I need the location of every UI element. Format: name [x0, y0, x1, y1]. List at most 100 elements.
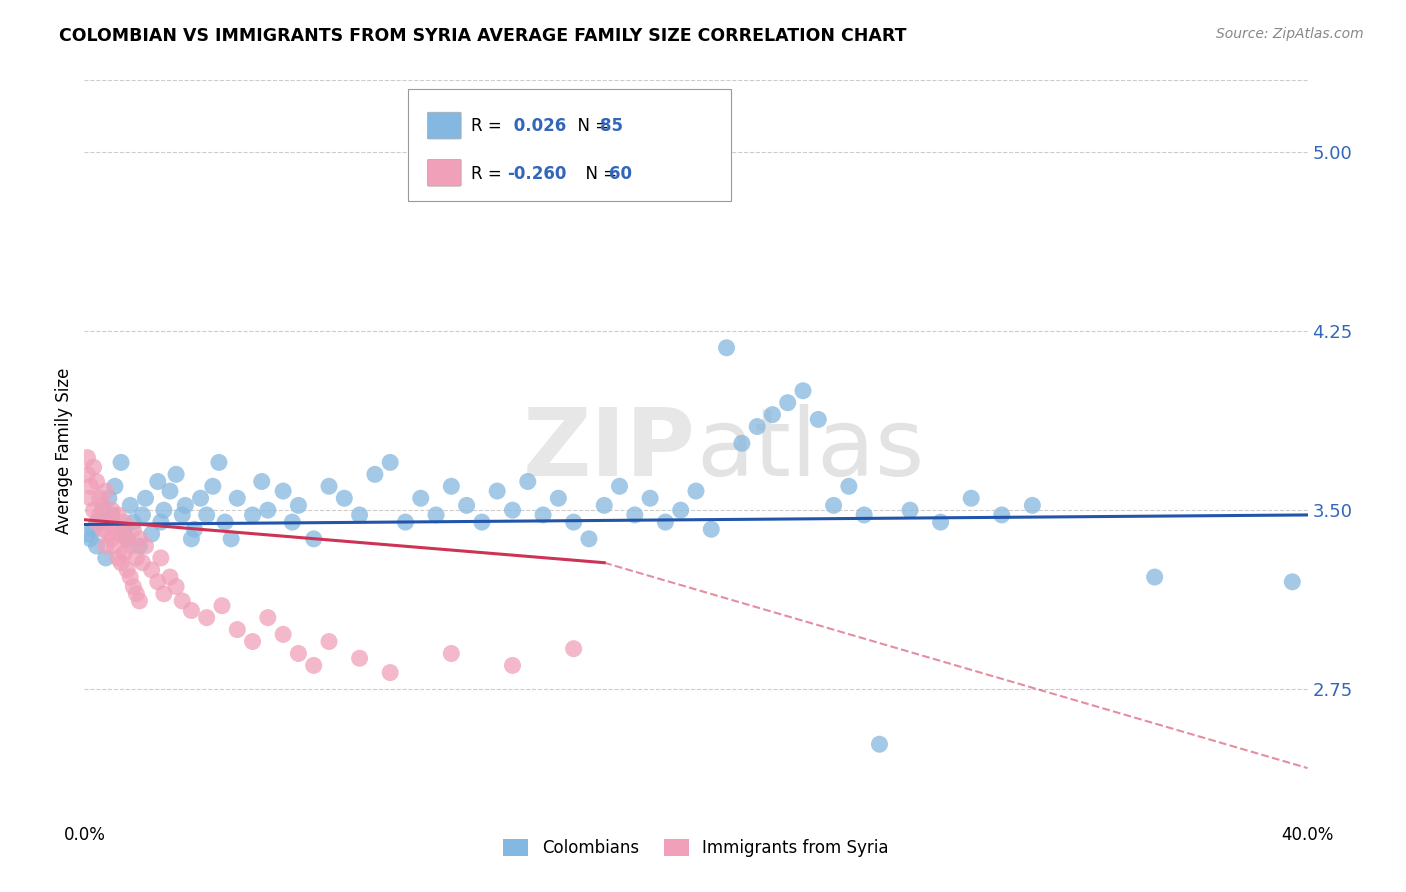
Point	[110, 527, 132, 541]
Point	[853, 508, 876, 522]
Point	[747, 419, 769, 434]
Point	[97, 527, 120, 541]
Point	[195, 610, 218, 624]
Point	[94, 539, 117, 553]
Point	[172, 508, 194, 522]
Point	[960, 491, 983, 506]
Point	[792, 384, 814, 398]
Point	[149, 550, 172, 565]
Point	[104, 479, 127, 493]
Point	[125, 550, 148, 565]
Point	[101, 508, 124, 522]
Text: N =: N =	[575, 165, 623, 183]
Point	[86, 539, 108, 553]
Point	[287, 647, 309, 661]
Point	[91, 503, 114, 517]
Point	[165, 580, 187, 594]
Point	[86, 475, 108, 489]
Point	[112, 515, 135, 529]
Point	[76, 450, 98, 465]
Point	[823, 499, 845, 513]
Point	[97, 491, 120, 506]
Point	[195, 508, 218, 522]
Point	[149, 515, 172, 529]
Text: N =: N =	[567, 118, 614, 136]
Point	[624, 508, 647, 522]
Point	[107, 508, 129, 522]
Y-axis label: Average Family Size: Average Family Size	[55, 368, 73, 533]
Text: 60: 60	[609, 165, 631, 183]
Point	[531, 508, 554, 522]
Point	[991, 508, 1014, 522]
Point	[112, 522, 135, 536]
Point	[89, 508, 111, 522]
Point	[89, 491, 111, 506]
Point	[201, 479, 224, 493]
Text: R =: R =	[471, 165, 508, 183]
Point	[86, 515, 108, 529]
Point	[79, 479, 101, 493]
Point	[287, 499, 309, 513]
Point	[180, 532, 202, 546]
Text: ZIP: ZIP	[523, 404, 696, 497]
Point	[380, 665, 402, 680]
Point	[685, 484, 707, 499]
Point	[115, 532, 138, 546]
Point	[110, 556, 132, 570]
Point	[91, 499, 114, 513]
Point	[115, 532, 138, 546]
Text: -0.260: -0.260	[508, 165, 567, 183]
Point	[122, 580, 145, 594]
Point	[211, 599, 233, 613]
Point	[333, 491, 356, 506]
Point	[122, 522, 145, 536]
Point	[174, 499, 197, 513]
Point	[159, 570, 181, 584]
Point	[104, 539, 127, 553]
Point	[97, 515, 120, 529]
Point	[131, 556, 153, 570]
Point	[242, 634, 264, 648]
Text: 85: 85	[600, 118, 623, 136]
Point	[271, 627, 294, 641]
Text: atlas: atlas	[696, 404, 924, 497]
Point	[1143, 570, 1166, 584]
Point	[79, 491, 101, 506]
Point	[318, 634, 340, 648]
Point	[208, 455, 231, 469]
Point	[869, 737, 891, 751]
Point	[562, 641, 585, 656]
Point	[226, 491, 249, 506]
Point	[131, 508, 153, 522]
Point	[101, 532, 124, 546]
Text: COLOMBIAN VS IMMIGRANTS FROM SYRIA AVERAGE FAMILY SIZE CORRELATION CHART: COLOMBIAN VS IMMIGRANTS FROM SYRIA AVERA…	[59, 27, 907, 45]
Point	[716, 341, 738, 355]
Point	[654, 515, 676, 529]
Point	[120, 570, 142, 584]
Point	[929, 515, 952, 529]
Point	[318, 479, 340, 493]
Point	[153, 503, 176, 517]
Point	[120, 499, 142, 513]
Point	[440, 647, 463, 661]
Point	[516, 475, 538, 489]
Point	[700, 522, 723, 536]
Point	[1021, 499, 1043, 513]
Point	[578, 532, 600, 546]
Point	[250, 475, 273, 489]
Point	[122, 515, 145, 529]
Point	[409, 491, 432, 506]
Point	[79, 532, 101, 546]
Point	[107, 550, 129, 565]
Point	[638, 491, 661, 506]
Point	[302, 532, 325, 546]
Point	[76, 527, 98, 541]
Point	[731, 436, 754, 450]
Point	[165, 467, 187, 482]
Point	[110, 455, 132, 469]
Point	[440, 479, 463, 493]
Point	[104, 522, 127, 536]
Point	[349, 508, 371, 522]
Point	[94, 484, 117, 499]
Text: R =: R =	[471, 118, 508, 136]
